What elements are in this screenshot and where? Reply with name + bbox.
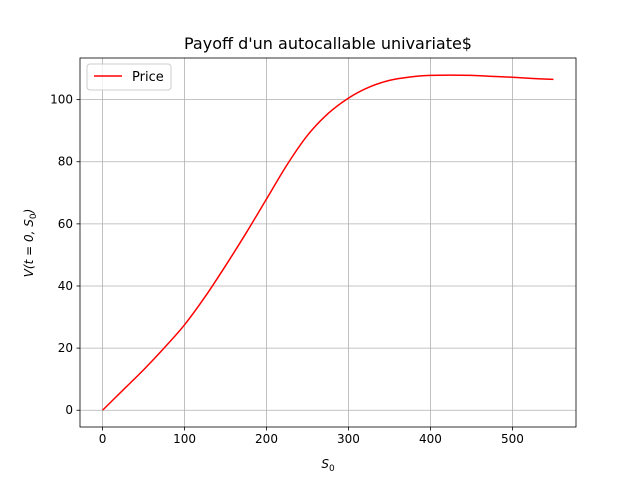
grid (80, 58, 576, 427)
y-axis-label-suffix: ) (22, 209, 36, 215)
x-axis-label: S0 (321, 457, 335, 474)
y-tick-label: 40 (58, 279, 73, 293)
y-tick-label: 20 (58, 341, 73, 355)
x-ticks: 0 100 200 300 400 500 (99, 427, 524, 446)
x-tick-label: 300 (337, 432, 360, 446)
y-axis-label-subscript: 0 (29, 213, 39, 219)
x-tick-label: 200 (255, 432, 278, 446)
x-axis-label-main: S (321, 457, 329, 471)
x-tick-label: 500 (501, 432, 524, 446)
series-line-price (102, 74, 554, 411)
y-tick-label: 80 (58, 155, 73, 169)
legend-label-price: Price (132, 70, 164, 85)
x-axis-label-subscript: 0 (329, 464, 335, 474)
y-tick-label: 60 (58, 217, 73, 231)
x-tick-label: 0 (99, 432, 107, 446)
axes-frame (79, 57, 577, 428)
x-tick-label: 100 (173, 432, 196, 446)
legend: Price (86, 63, 172, 91)
legend-box (86, 63, 172, 91)
series-lines (102, 74, 554, 411)
y-tick-label: 0 (65, 403, 73, 417)
y-axis-label: V(t = 0, S0) (22, 209, 39, 278)
x-tick-label: 400 (419, 432, 442, 446)
y-tick-label: 100 (50, 93, 73, 107)
chart-title: Payoff d'un autocallable univariate$ (184, 34, 472, 53)
y-axis-label-prefix: V(t = 0, S (22, 219, 36, 278)
y-ticks: 0 20 40 60 80 100 (50, 93, 80, 417)
